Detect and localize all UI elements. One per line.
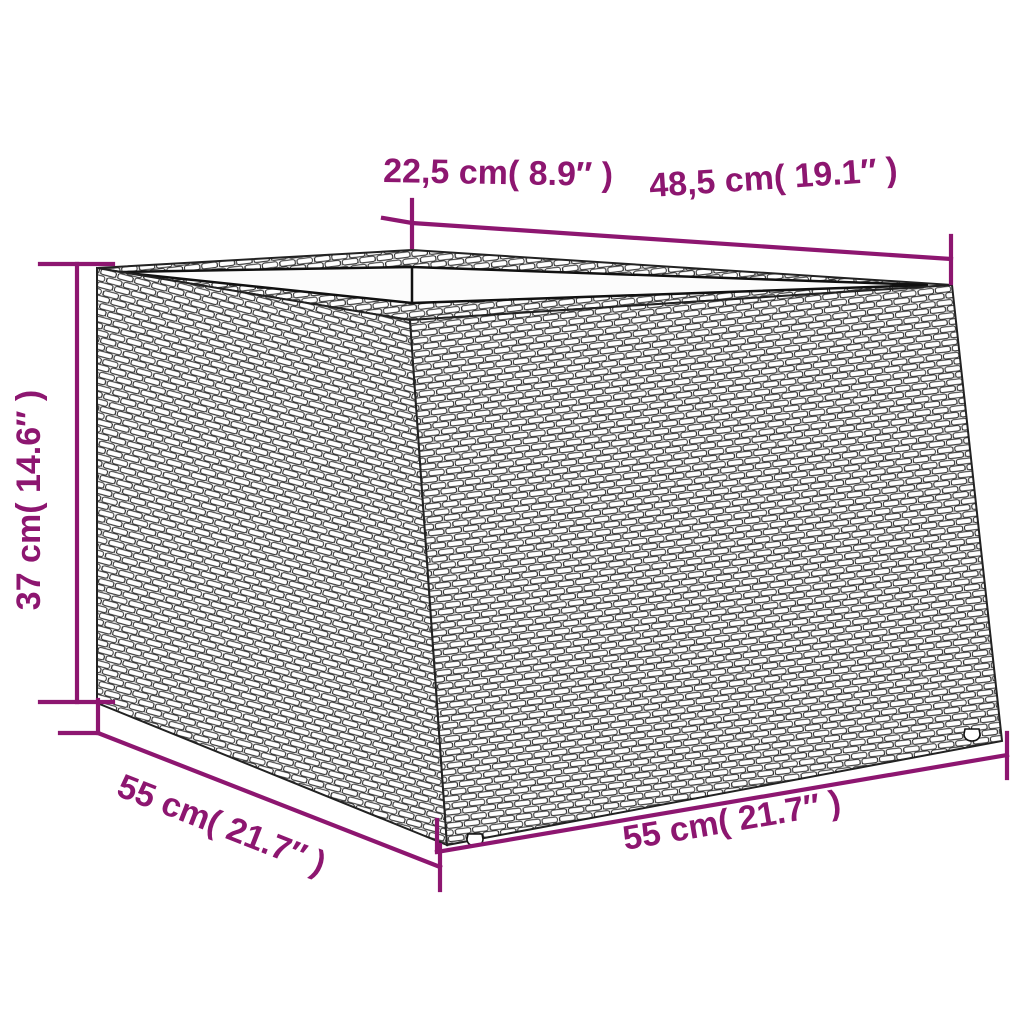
svg-text:48,5 cm( 19.1″ ): 48,5 cm( 19.1″ ) bbox=[648, 151, 899, 205]
svg-text:22,5 cm( 8.9″ ): 22,5 cm( 8.9″ ) bbox=[383, 152, 613, 194]
svg-text:37 cm( 14.6″ ): 37 cm( 14.6″ ) bbox=[10, 390, 48, 610]
